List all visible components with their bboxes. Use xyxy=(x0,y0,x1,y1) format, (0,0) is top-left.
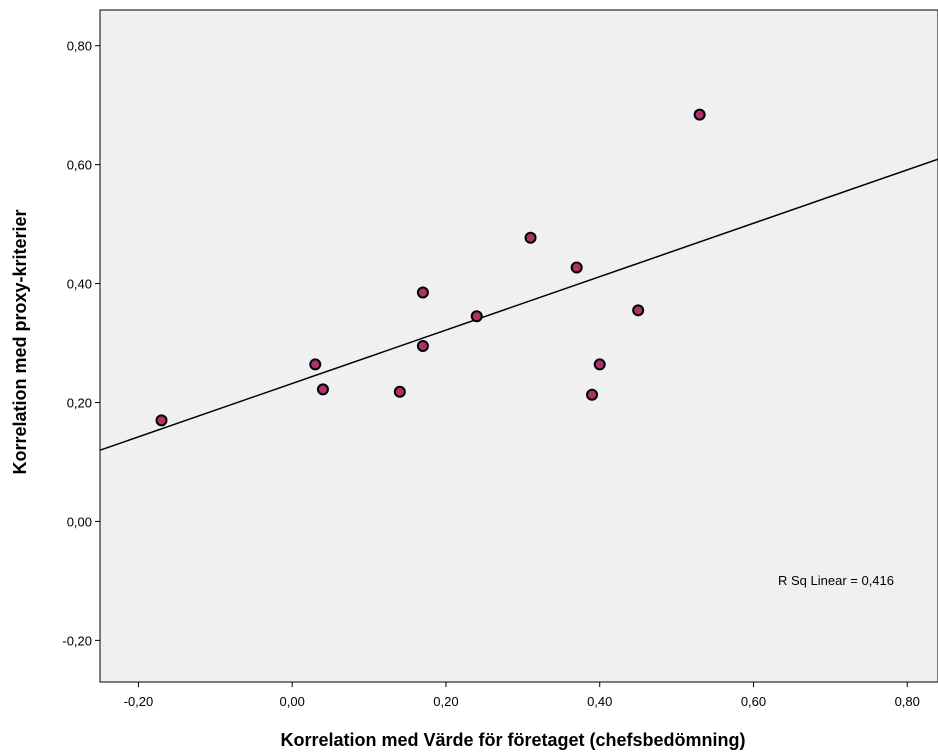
x-tick-label: -0,20 xyxy=(124,694,154,709)
data-point xyxy=(570,261,583,274)
data-point xyxy=(632,304,645,317)
fit-line xyxy=(99,158,938,451)
data-point xyxy=(470,310,483,323)
y-tick-label: 0,00 xyxy=(67,514,92,529)
y-tick-label: 0,20 xyxy=(67,395,92,410)
y-tick-label: -0,20 xyxy=(62,633,92,648)
data-point xyxy=(593,358,606,371)
data-point xyxy=(416,340,429,352)
data-point xyxy=(693,108,706,121)
x-tick-label: 0,20 xyxy=(433,694,458,709)
x-tick-label: 0,00 xyxy=(280,694,305,709)
plot-area xyxy=(99,9,938,683)
r-squared-annotation: R Sq Linear = 0,416 xyxy=(778,573,894,588)
y-axis: -0,20 0,00 0,20 0,40 0,60 0,80 xyxy=(62,39,100,648)
data-point xyxy=(309,358,322,371)
y-tick-label: 0,40 xyxy=(67,277,92,292)
y-axis-title: Korrelation med proxy-kriterier xyxy=(10,209,30,474)
x-axis: -0,20 0,00 0,20 0,40 0,60 0,80 xyxy=(124,682,920,709)
data-point xyxy=(393,385,406,398)
data-point xyxy=(316,383,329,396)
data-point xyxy=(416,286,429,299)
data-point xyxy=(524,231,537,244)
x-axis-title: Korrelation med Värde för företaget (che… xyxy=(280,730,745,750)
data-point xyxy=(586,388,599,401)
x-tick-label: 0,80 xyxy=(895,694,920,709)
data-point xyxy=(155,414,168,427)
y-tick-label: 0,80 xyxy=(67,39,92,54)
x-tick-label: 0,40 xyxy=(587,694,612,709)
x-tick-label: 0,60 xyxy=(741,694,766,709)
fit-line-group xyxy=(99,158,938,451)
y-tick-label: 0,60 xyxy=(67,158,92,173)
data-points xyxy=(155,108,706,427)
